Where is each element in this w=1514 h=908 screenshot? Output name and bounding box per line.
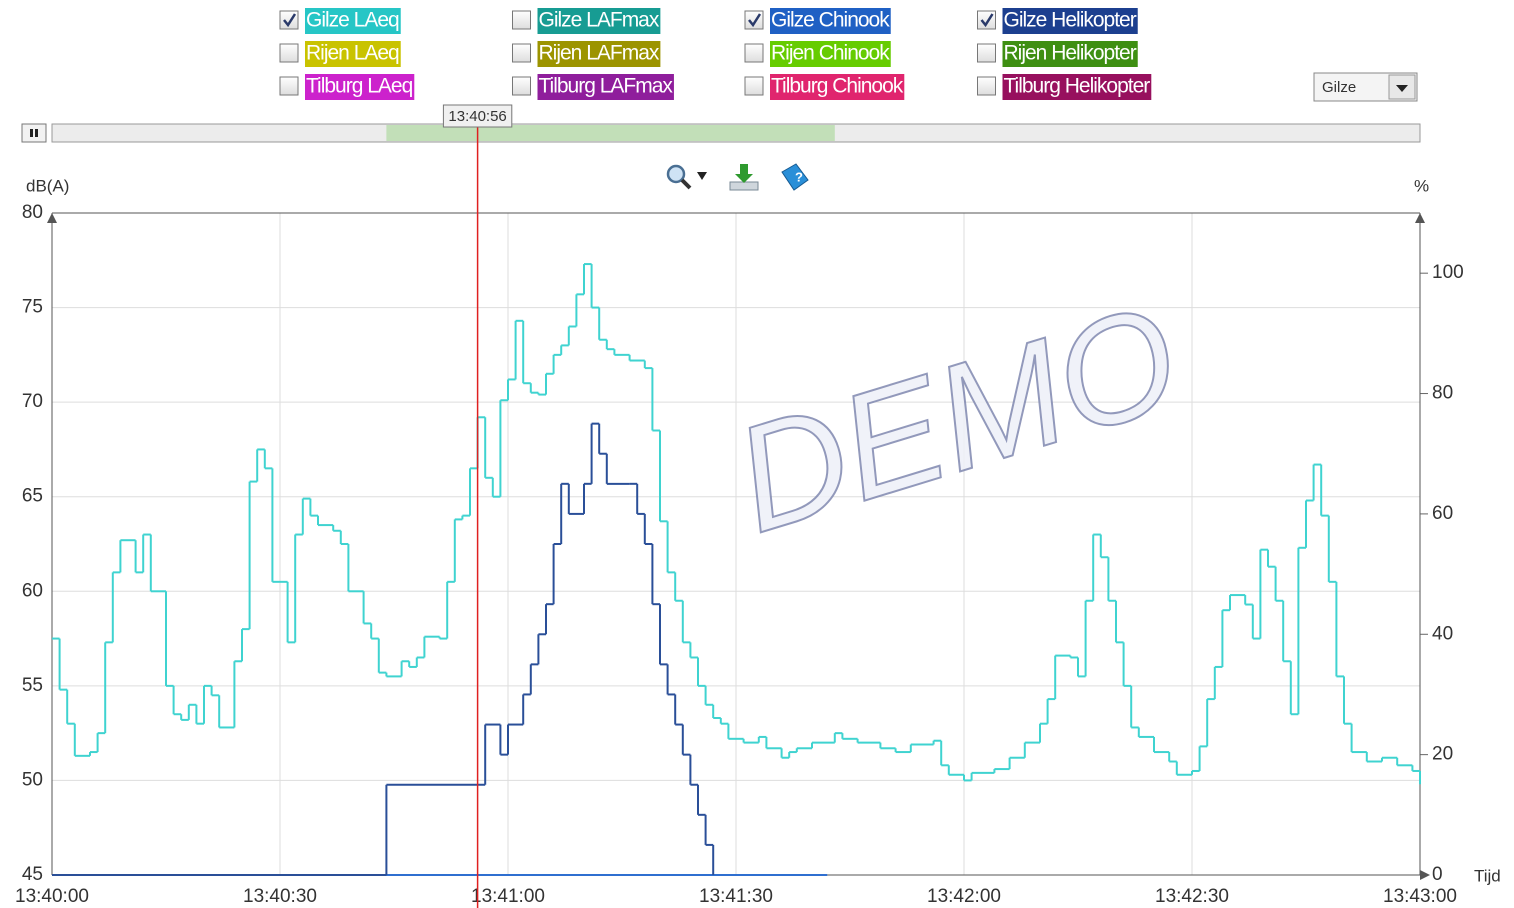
legend-swatch [1002,74,1152,100]
pause-icon [30,129,33,137]
slider-window[interactable] [386,125,835,141]
y-tick-label: 80 [22,202,43,223]
legend-item[interactable]: Gilze LAeq [279,8,401,34]
legend-check [980,13,994,28]
cursor-label-box [442,104,513,128]
y2-tick-label: 20 [1432,744,1453,765]
legend-checkbox[interactable] [512,43,531,63]
legend-label: Gilze Helikopter [1004,9,1137,32]
legend-item[interactable]: Gilze LAFmax [512,8,661,34]
x-tick-label: 13:41:30 [699,886,773,907]
y-tick-label: 45 [22,864,43,885]
legend-label: Tilburg Chinook [771,75,904,98]
help-book[interactable] [781,163,809,191]
legend-item[interactable]: Tilburg LAeq [279,74,415,100]
legend-item[interactable]: Tilburg Chinook [744,74,905,100]
legend-swatch [770,41,891,67]
axis-arrow [1415,213,1425,223]
y2-tick-label: 80 [1432,383,1453,404]
legend-swatch [770,8,891,34]
location-dropdown[interactable]: Gilze [1313,72,1418,102]
legend-swatch [770,74,905,100]
legend-label: Gilze LAeq [306,9,399,32]
legend-swatch [1002,8,1138,34]
legend-item[interactable]: Gilze Helikopter [977,8,1138,34]
legend-label: Rijen LAeq [306,42,399,65]
x-tick-label: 13:43:00 [1383,886,1457,907]
dropdown-arrow [1396,85,1408,92]
zoom-arrow [697,172,707,180]
y2-tick-label: 100 [1432,262,1464,283]
download-tray[interactable] [729,181,759,191]
legend-checkbox[interactable] [279,10,299,30]
legend-checkbox[interactable] [279,76,299,96]
axis-arrow [47,213,57,223]
download-arrow [735,164,753,183]
x-tick-label: 13:42:00 [927,886,1001,907]
y-tick-label: 60 [22,580,43,601]
legend-checkbox[interactable] [977,43,996,63]
legend-checkbox[interactable] [977,76,996,96]
y2-tick-label: 60 [1432,503,1453,524]
legend-item[interactable]: Rijen Chinook [744,41,891,67]
legend-swatch [305,41,401,67]
legend-label: Tilburg Helikopter [1004,75,1151,98]
zoom-tool[interactable] [666,164,707,190]
y-axis-label: dB(A) [26,176,69,195]
legend-checkbox[interactable] [977,10,996,30]
legend-label: Gilze LAFmax [539,9,660,32]
legend-checkbox[interactable] [744,10,764,30]
y-tick-label: 75 [22,297,43,318]
x-tick-label: 13:40:00 [15,886,89,907]
legend-label: Rijen Chinook [771,42,890,65]
legend-item[interactable]: Gilze Chinook [744,8,891,34]
legend-swatch [537,74,674,100]
legend-swatch [305,74,415,100]
legend-swatch [1002,41,1138,67]
legend-item[interactable]: Rijen Helikopter [977,41,1138,67]
legend-checkbox[interactable] [512,10,531,30]
pause-button[interactable] [21,123,47,143]
help-tool[interactable]: ? [781,163,809,191]
axis-arrow [1420,870,1430,880]
cursor-label: 13:40:56 [448,108,506,125]
y-tick-label: 70 [22,391,43,412]
dropdown-value: Gilze [1322,79,1356,96]
legend-swatch [537,41,661,67]
x-tick-label: 13:40:30 [243,886,317,907]
legend-label: Rijen LAFmax [539,42,660,65]
legend-item[interactable]: Rijen LAFmax [512,41,661,67]
legend-checkbox[interactable] [512,76,531,96]
x-axis-label: Tijd [1474,866,1501,885]
x-tick-label: 13:41:00 [471,886,545,907]
legend-swatch [305,8,401,34]
x-tick-label: 13:42:30 [1155,886,1229,907]
download-tool[interactable] [729,164,759,191]
y-tick-label: 65 [22,486,43,507]
y-tick-label: 55 [22,675,43,696]
legend-swatch [537,8,661,34]
legend-check [748,13,762,28]
legend-item[interactable]: Rijen LAeq [279,41,401,67]
legend-item[interactable]: Tilburg LAFmax [512,74,674,100]
legend-check [283,13,297,28]
watermark: DEMO [717,272,1196,564]
y2-tick-label: 0 [1432,864,1443,885]
legend-label: Gilze Chinook [771,9,890,32]
pause-icon [35,129,38,137]
legend-checkbox[interactable] [279,43,299,63]
legend-label: Tilburg LAeq [306,75,413,98]
zoom-icon[interactable] [666,164,686,184]
help-mark: ? [795,169,803,184]
legend-label: Tilburg LAFmax [539,75,674,98]
y-tick-label: 50 [22,769,43,790]
y2-axis-label: % [1414,176,1429,195]
legend-item[interactable]: Tilburg Helikopter [977,74,1152,100]
legend-checkbox[interactable] [744,43,764,63]
y2-tick-label: 40 [1432,623,1453,644]
legend-checkbox[interactable] [744,76,764,96]
legend-label: Rijen Helikopter [1004,42,1137,65]
zoom-handle [680,178,692,190]
